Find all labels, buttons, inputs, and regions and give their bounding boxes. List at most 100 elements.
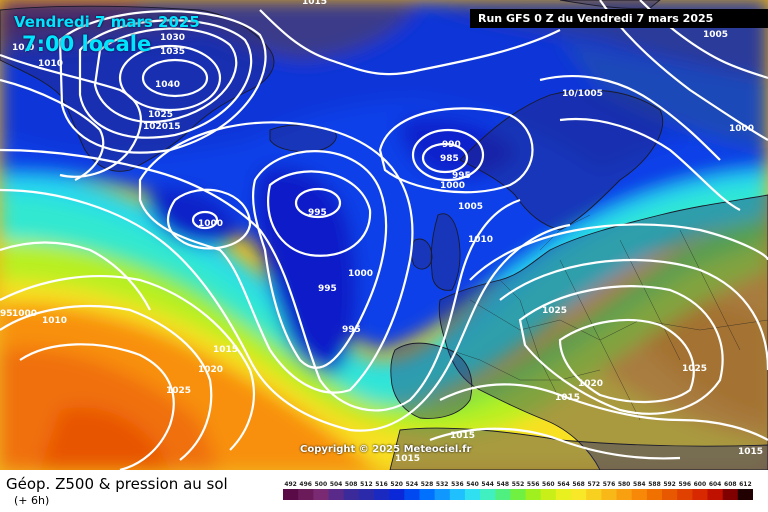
isobar-label: 1025: [148, 110, 173, 120]
scale-swatch: [662, 489, 678, 500]
isobar-label: 1000: [12, 309, 37, 319]
scale-label: 580: [618, 481, 631, 488]
scale-swatch: [495, 489, 511, 500]
scale-label: 612: [739, 481, 752, 488]
color-scale: 492 496 500 504 508 512 516 520 524 528 532 536 540 5…: [283, 481, 753, 500]
isobar-label: 995: [342, 325, 361, 335]
scale-label: 556: [527, 481, 540, 488]
scale-swatch: [616, 489, 633, 500]
scale-label: 544: [481, 481, 494, 488]
scale-label: 548: [497, 481, 510, 488]
chart-title: Géop. Z500 & pression au sol: [6, 475, 228, 493]
scale-swatch: [313, 489, 329, 500]
scale-label: 604: [709, 481, 722, 488]
scale-swatch: [646, 489, 663, 500]
run-info: Run GFS 0 Z du Vendredi 7 mars 2025: [470, 9, 768, 28]
isobar-labels: 1030 1035 1040 1025 1020 15 1010 10,0 10…: [0, 0, 763, 464]
isobar-label: 1010: [468, 235, 493, 245]
scale-label: 520: [390, 481, 403, 488]
scale-swatch: [692, 489, 708, 500]
scale-swatch: [343, 489, 360, 500]
scale-label: 608: [724, 481, 737, 488]
scale-label: 600: [694, 481, 707, 488]
isobar-label: 1015: [302, 0, 327, 7]
isobar-label: 990: [442, 140, 461, 150]
copyright-text: Copyright © 2025 Meteociel.fr: [300, 444, 472, 455]
borders: [449, 214, 768, 421]
isobar-label: 1010: [38, 59, 63, 69]
isobar-label: 1020: [198, 365, 223, 375]
isobar-label: 1025: [682, 364, 707, 374]
scale-label: 516: [375, 481, 388, 488]
isobar-label: 1015: [395, 454, 420, 464]
scale-label: 536: [451, 481, 464, 488]
scale-label: 572: [588, 481, 601, 488]
scale-swatch: [358, 489, 375, 500]
scale-label: 576: [603, 481, 616, 488]
isobar-label: 1000: [198, 219, 223, 229]
north-africa: [389, 427, 768, 470]
forecast-offset: (+ 6h): [14, 494, 50, 507]
footer-bar: Géop. Z500 & pression au sol (+ 6h) 492 4…: [0, 470, 768, 512]
scale-label: 564: [557, 481, 570, 488]
scale-swatch: [464, 489, 481, 500]
scale-swatch: [480, 489, 496, 500]
scale-label: 540: [466, 481, 479, 488]
scale-swatch: [419, 489, 436, 500]
isobar-label: 1000: [348, 269, 373, 279]
scale-label: 528: [421, 481, 434, 488]
isobar-label: 1025: [166, 386, 191, 396]
scale-label: 492: [284, 481, 297, 488]
isobar-label: 15: [168, 122, 181, 132]
forecast-map: 1030 1035 1040 1025 1020 15 1010 10,0 10…: [0, 0, 768, 470]
scale-swatch: [737, 489, 753, 500]
scale-swatch: [298, 489, 314, 500]
scale-swatch: [283, 489, 299, 500]
scale-label: 552: [512, 481, 525, 488]
scale-swatch: [510, 489, 526, 500]
forecast-local-time: 7:00 locale: [22, 32, 152, 56]
scale-label: 496: [299, 481, 312, 488]
isobar-label: 1010: [42, 316, 67, 326]
scale-label: 532: [436, 481, 449, 488]
scale-label: 588: [648, 481, 661, 488]
scale-label: 500: [315, 481, 328, 488]
isobar-label: 1035: [160, 47, 185, 57]
scale-swatch: [434, 489, 451, 500]
forecast-date: Vendredi 7 mars 2025: [14, 13, 200, 31]
isobar-label: 1020: [578, 379, 603, 389]
isobar-label: 1040: [155, 80, 180, 90]
isobar-label: 1015: [213, 345, 238, 355]
scale-label: 560: [542, 481, 555, 488]
scale-label: 508: [345, 481, 358, 488]
scale-swatch: [555, 489, 572, 500]
great-britain: [430, 213, 461, 291]
coastlines: [0, 0, 768, 470]
scandinavia: [459, 89, 664, 231]
scale-swatch: [631, 489, 648, 500]
scale-label: 592: [663, 481, 676, 488]
scale-swatch: [374, 489, 390, 500]
scale-label: 512: [360, 481, 373, 488]
scale-label: 584: [633, 481, 646, 488]
scale-swatch: [601, 489, 617, 500]
scale-swatch: [540, 489, 557, 500]
isobar-label: 1015: [738, 447, 763, 457]
isobar-label: 995: [308, 208, 327, 218]
isobar-label: 1005: [458, 202, 483, 212]
isobar-label: 1030: [160, 33, 185, 43]
isobar-label: 995: [452, 171, 471, 181]
scale-swatch: [677, 489, 693, 500]
isobar-label: 95: [0, 309, 13, 319]
isobar-label: 985: [440, 154, 459, 164]
isobar-label: 995: [318, 284, 337, 294]
scale-label: 524: [406, 481, 419, 488]
scale-swatch: [328, 489, 345, 500]
scale-label: 504: [330, 481, 343, 488]
isobar-label: 1005: [703, 30, 728, 40]
scale-swatch: [525, 489, 542, 500]
scale-swatch: [404, 489, 420, 500]
isobar-label: 1025: [542, 306, 567, 316]
isobar-label: 1015: [450, 431, 475, 441]
